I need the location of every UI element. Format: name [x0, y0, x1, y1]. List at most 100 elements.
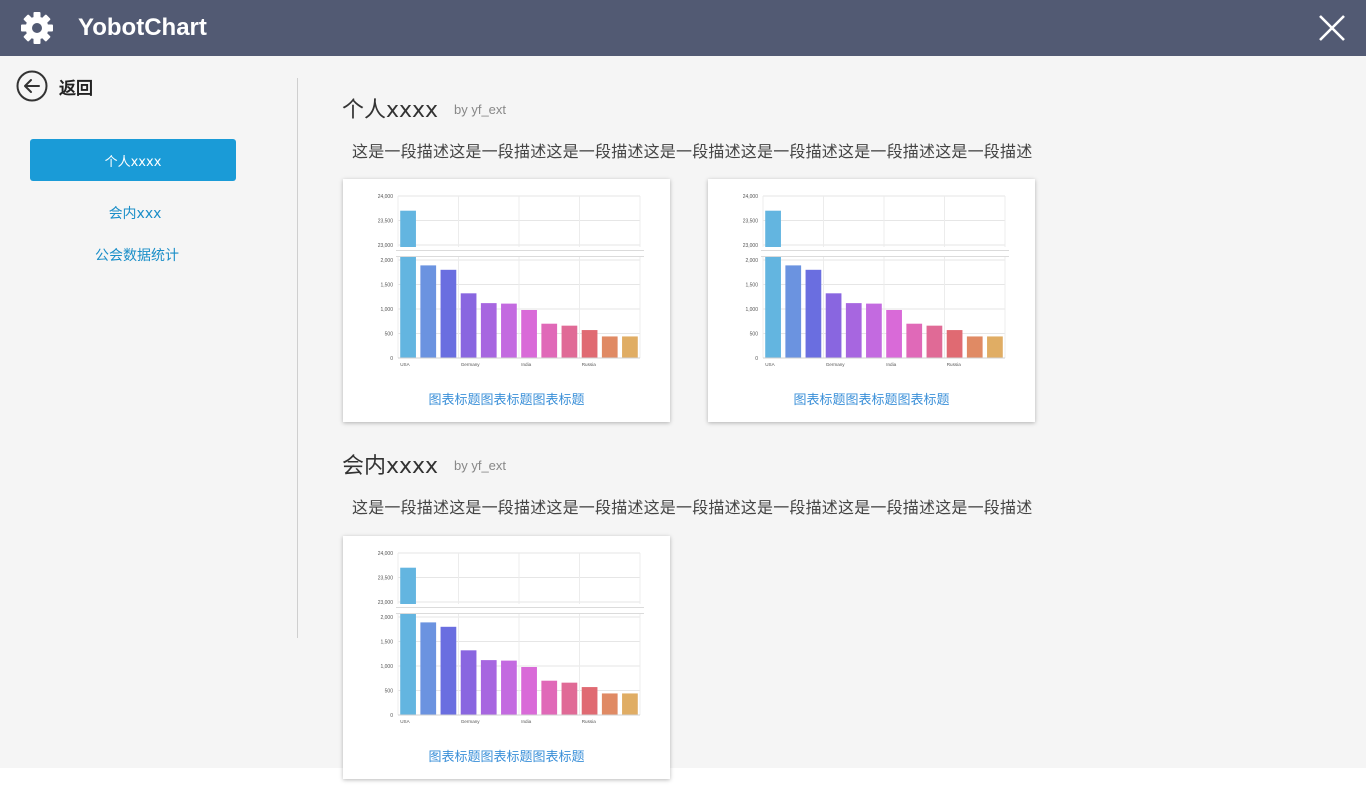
chart-card[interactable]: 0 500 1,000 1,500 2,000 23,000 23,500 24,000 USA… — [343, 179, 670, 422]
section-title: 会内xxxx — [342, 454, 439, 479]
y-tick-label: 0 — [390, 713, 393, 719]
chart-thumbnail: 0 500 1,000 1,500 2,000 23,000 23,500 24,000 USA… — [378, 194, 644, 367]
y-tick-label: 1,500 — [745, 283, 758, 289]
y-tick-label: 23,000 — [378, 243, 394, 249]
chart-bar — [440, 269, 457, 358]
sidebar-item-guild[interactable]: 会内xxx — [108, 206, 162, 222]
x-tick-label: Russia — [582, 719, 596, 724]
chart-bar — [866, 303, 882, 358]
chart-bar — [805, 269, 822, 358]
y-tick-label: 500 — [385, 689, 394, 695]
y-tick-label: 24,000 — [378, 194, 394, 200]
section-title: 个人xxxx — [342, 98, 439, 123]
y-tick-label: 1,500 — [380, 640, 393, 646]
chart-bar — [906, 323, 923, 358]
y-tick-label: 0 — [390, 356, 393, 362]
chart-bar — [886, 309, 902, 358]
chart-bar — [561, 325, 578, 358]
x-tick-label: Germany — [826, 362, 846, 367]
y-tick-label: 1,000 — [380, 664, 393, 670]
chart-bar — [480, 660, 497, 715]
section-author: by yf_ext — [454, 458, 507, 473]
chart-bar — [622, 693, 638, 715]
chart-bar — [946, 330, 963, 358]
x-tick-label: India — [521, 719, 531, 724]
y-tick-label: 23,500 — [743, 219, 759, 225]
y-tick-label: 0 — [755, 356, 758, 362]
sidebar-item-label: 个人xxxx — [104, 154, 162, 170]
chart-bar — [400, 210, 416, 358]
chart-bar — [845, 303, 862, 358]
chart-bar — [966, 336, 983, 358]
y-tick-label: 24,000 — [378, 551, 394, 557]
y-tick-label: 500 — [385, 332, 394, 338]
chart-caption[interactable]: 图表标题图表标题图表标题 — [428, 393, 585, 408]
chart-bar — [601, 336, 618, 358]
chart-bar — [440, 626, 457, 715]
chart-thumbnail: 0 500 1,000 1,500 2,000 23,000 23,500 24,000 USA… — [743, 194, 1009, 367]
chart-bar — [561, 682, 578, 715]
app-background — [0, 0, 1366, 768]
section-description: 这是一段描述这是一段描述这是一段描述这是一段描述这是一段描述这是一段描述这是一段… — [352, 142, 1033, 161]
chart-bar — [581, 330, 598, 358]
app-title: YobotChart — [78, 14, 207, 41]
chart-bar — [400, 567, 416, 715]
sidebar-divider — [297, 78, 298, 638]
x-tick-label: USA — [400, 362, 410, 367]
chart-bar — [622, 336, 638, 358]
title-bar: YobotChart — [0, 0, 1366, 56]
chart-bar — [541, 323, 558, 358]
y-tick-label: 500 — [750, 332, 759, 338]
y-tick-label: 1,000 — [745, 307, 758, 313]
sidebar-item-personal[interactable]: 个人xxxx — [30, 139, 236, 181]
x-tick-label: USA — [400, 719, 410, 724]
chart-bar — [460, 650, 477, 715]
chart-bar — [987, 336, 1003, 358]
y-tick-label: 23,000 — [378, 600, 394, 606]
chart-bar — [825, 293, 842, 358]
chart-bar — [501, 303, 517, 358]
back-label: 返回 — [59, 78, 93, 99]
chart-bar — [521, 309, 537, 358]
chart-caption[interactable]: 图表标题图表标题图表标题 — [428, 750, 585, 765]
close-icon[interactable] — [1316, 12, 1348, 44]
chart-bar — [460, 293, 477, 358]
sidebar: 返回 个人xxxx 会内xxx 公会数据统计 — [0, 56, 298, 638]
chart-caption[interactable]: 图表标题图表标题图表标题 — [793, 393, 950, 408]
x-tick-label: Russia — [947, 362, 961, 367]
x-tick-label: Russia — [582, 362, 596, 367]
chart-thumbnail: 0 500 1,000 1,500 2,000 23,000 23,500 24,000 USA… — [378, 551, 644, 724]
x-tick-label: India — [886, 362, 896, 367]
chart-bar — [541, 680, 558, 715]
chart-bar — [926, 325, 943, 358]
x-tick-label: USA — [765, 362, 775, 367]
chart-bar — [420, 265, 437, 358]
x-tick-label: Germany — [461, 362, 481, 367]
chart-bar — [765, 210, 781, 358]
y-tick-label: 23,500 — [378, 576, 394, 582]
gear-icon[interactable] — [20, 11, 54, 45]
y-tick-label: 2,000 — [380, 615, 393, 621]
section-description: 这是一段描述这是一段描述这是一段描述这是一段描述这是一段描述这是一段描述这是一段… — [352, 498, 1033, 517]
axis-break — [396, 247, 644, 257]
back-button[interactable]: 返回 — [16, 70, 93, 102]
chart-bar — [581, 687, 598, 715]
chart-bar — [480, 303, 497, 358]
sidebar-item-guild-stats[interactable]: 公会数据统计 — [95, 248, 179, 264]
chart-bar — [785, 265, 802, 358]
chart-bar — [521, 666, 537, 715]
chart-card[interactable]: 0 500 1,000 1,500 2,000 23,000 23,500 24,000 USA… — [343, 536, 670, 779]
chart-card[interactable]: 0 500 1,000 1,500 2,000 23,000 23,500 24,000 USA… — [708, 179, 1035, 422]
chart-bar — [420, 622, 437, 715]
y-tick-label: 2,000 — [745, 258, 758, 264]
y-tick-label: 24,000 — [743, 194, 759, 200]
chart-bar — [601, 693, 618, 715]
y-tick-label: 1,500 — [380, 283, 393, 289]
section-author: by yf_ext — [454, 102, 507, 117]
y-tick-label: 2,000 — [380, 258, 393, 264]
x-tick-label: Germany — [461, 719, 481, 724]
chart-bar — [501, 660, 517, 715]
y-tick-label: 23,500 — [378, 219, 394, 225]
y-tick-label: 1,000 — [380, 307, 393, 313]
y-tick-label: 23,000 — [743, 243, 759, 249]
